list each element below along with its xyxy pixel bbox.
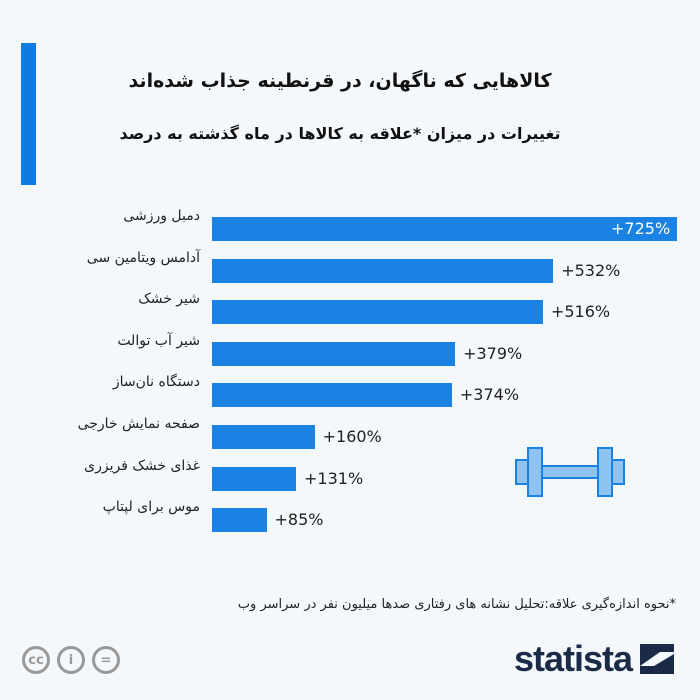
bar xyxy=(212,300,543,325)
category-label: دمبل ورزشی xyxy=(123,208,200,224)
category-label: موس برای لپتاپ xyxy=(102,499,200,516)
category-label: صفحه نمایش خارجی xyxy=(77,416,200,432)
value-label: +160% xyxy=(322,427,382,446)
value-label: +532% xyxy=(561,260,621,280)
bar xyxy=(212,466,297,491)
category-label: دستگاه نان‌ساز xyxy=(112,374,200,391)
value-label: +374% xyxy=(459,385,520,405)
bar xyxy=(212,258,554,283)
bar xyxy=(212,341,456,366)
no-derivatives-icon: = xyxy=(92,646,120,674)
brand-name: statista xyxy=(513,638,633,679)
attribution-icon: i xyxy=(57,646,85,674)
category-label: آدامس ویتامین سی xyxy=(86,249,200,266)
dumbbell-icon xyxy=(515,447,625,497)
accent-bar xyxy=(21,43,36,185)
category-label: شیر آب توالت xyxy=(117,332,200,349)
bar xyxy=(212,425,315,449)
bar xyxy=(212,217,677,241)
value-label: +85% xyxy=(274,510,324,530)
value-label: +379% xyxy=(463,343,523,363)
footnote: *نحوه اندازه‌گیری علاقه:تحلیل نشانه های … xyxy=(237,597,676,612)
bar xyxy=(212,383,452,408)
cc-icon: cc xyxy=(22,646,50,674)
category-label: غذای خشک فریزری xyxy=(84,457,200,474)
value-label: +516% xyxy=(550,302,611,322)
statista-logo: statista xyxy=(514,638,674,680)
chart-title: کالاهایی که ناگهان، در قرنطینه جذاب شده‌… xyxy=(128,70,552,92)
value-label: +725% xyxy=(611,219,671,238)
chart-subtitle: تغییرات در میزان *علاقه به کالاها در ماه… xyxy=(119,124,561,143)
category-label: شیر خشک xyxy=(138,291,200,308)
statista-logo-icon xyxy=(640,644,674,674)
license-icons: cc i = xyxy=(22,646,120,674)
value-label: +131% xyxy=(304,468,364,488)
bar xyxy=(212,508,267,533)
